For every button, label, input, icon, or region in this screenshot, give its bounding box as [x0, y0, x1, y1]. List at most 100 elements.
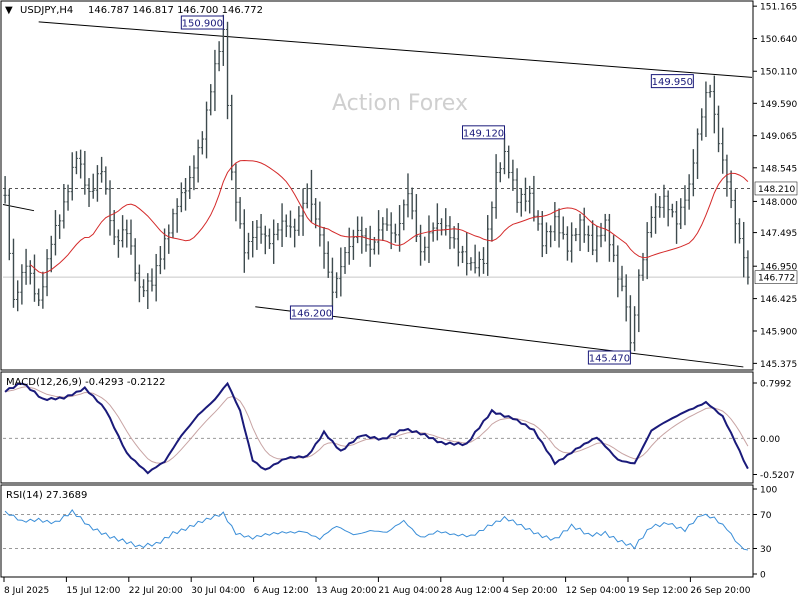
price-bar	[599, 222, 603, 248]
price-bar	[246, 232, 251, 260]
price-bar	[305, 183, 309, 209]
annotation-label: 149.120	[463, 128, 504, 139]
price-bar	[100, 156, 104, 183]
price-bar	[104, 166, 108, 195]
price-bar	[431, 222, 435, 242]
price-bar	[196, 139, 200, 183]
price-bar	[704, 81, 708, 138]
annotation-label: 149.950	[652, 77, 693, 88]
x-tick-label: 19 Sep 12:00	[628, 586, 688, 596]
price-bar	[582, 207, 586, 243]
price-annotation: 145.470	[587, 350, 631, 365]
price-tick-label: 150.640	[760, 35, 797, 45]
price-bar	[183, 178, 188, 211]
price-bar	[314, 198, 318, 229]
price-bar	[683, 185, 687, 226]
price-bar	[360, 216, 364, 254]
channel-stub-line	[2, 204, 35, 212]
price-bar	[179, 182, 183, 213]
price-bar	[225, 21, 230, 120]
price-bar	[557, 208, 561, 248]
price-bar	[632, 306, 637, 352]
price-bar	[381, 217, 385, 241]
price-bar	[280, 203, 284, 247]
price-bar	[628, 295, 632, 354]
price-bar	[121, 215, 125, 248]
price-bar	[607, 213, 612, 262]
price-bar	[62, 184, 66, 229]
x-tick-label: 15 Jul 12:00	[66, 586, 120, 596]
price-bar	[376, 210, 381, 255]
price-bar	[293, 218, 297, 248]
price-bar	[339, 247, 343, 297]
price-bar	[452, 226, 456, 249]
price-bars	[3, 14, 750, 354]
price-bar	[204, 101, 209, 159]
price-tick-label: 150.110	[760, 68, 797, 78]
x-tick-label: 6 Aug 12:00	[254, 586, 309, 596]
price-bar	[272, 219, 276, 264]
price-bar	[649, 206, 653, 238]
price-bar	[45, 249, 49, 297]
svg-text:148.210: 148.210	[758, 185, 795, 195]
price-bar	[116, 229, 121, 258]
macd-tick-label: 0.00	[760, 435, 780, 445]
price-bar	[402, 199, 406, 231]
price-bar	[679, 198, 683, 229]
macd-frame	[0, 371, 754, 484]
x-tick-label: 12 Sep 04:00	[566, 586, 626, 596]
price-bar	[570, 222, 574, 263]
price-bar	[418, 224, 423, 266]
price-panel: Action Forex 150.900 146.200 149.120 145.47…	[0, 0, 754, 371]
price-annotations: 150.900 146.200 149.120 145.470 149.950	[180, 15, 694, 365]
price-bar	[620, 265, 624, 292]
price-bar	[58, 214, 62, 239]
price-bar	[687, 174, 691, 210]
price-bar	[284, 214, 288, 238]
chart-header: ▼ USDJPY,H4 146.787 146.817 146.700 146.…	[5, 5, 263, 16]
price-bar	[347, 227, 351, 265]
price-bar	[523, 177, 528, 212]
moving-average	[29, 159, 749, 274]
price-bar	[515, 168, 519, 213]
rsi-line	[4, 509, 748, 551]
price-tick-label: 148.545	[760, 164, 797, 174]
price-bar	[481, 247, 486, 274]
annotation-label: 145.470	[589, 354, 630, 365]
rsi-tick-label: 0	[760, 571, 766, 581]
price-bar	[528, 185, 532, 214]
price-bar	[553, 202, 557, 241]
price-bar	[460, 245, 465, 264]
price-bar	[28, 260, 32, 285]
price-bar	[125, 219, 129, 248]
price-bar	[91, 173, 95, 199]
price-bar	[532, 175, 536, 222]
price-bar	[456, 222, 460, 267]
price-bar	[393, 223, 397, 243]
price-bar	[746, 250, 750, 285]
rsi-panel: RSI(14) 27.3689	[0, 484, 754, 578]
level-price-tag: 148.210	[754, 181, 798, 196]
price-bar	[175, 198, 179, 233]
price-bar	[309, 169, 314, 222]
price-bar	[162, 228, 167, 270]
price-bar	[574, 228, 578, 242]
price-bar	[251, 220, 255, 258]
price-bar	[561, 216, 565, 240]
price-bar	[435, 203, 439, 241]
x-axis: 8 Jul 2025 15 Jul 12:00 22 Jul 20:00 30 Jul…	[3, 577, 751, 596]
x-tick-label: 28 Aug 12:00	[441, 586, 502, 596]
price-bar	[427, 215, 431, 264]
macd-tick-label: 0.7992	[760, 379, 792, 389]
macd-tick-label: -0.5207	[760, 471, 795, 481]
price-bar	[351, 229, 356, 260]
price-bar	[494, 154, 498, 219]
price-bar	[74, 151, 79, 175]
price-bar	[41, 271, 45, 309]
price-bar	[565, 226, 570, 261]
header-arrow[interactable]: ▼	[5, 5, 13, 16]
rsi-tick-label: 100	[760, 486, 777, 496]
ma-line	[29, 159, 749, 274]
price-bar	[230, 94, 234, 181]
price-bar	[448, 216, 452, 250]
